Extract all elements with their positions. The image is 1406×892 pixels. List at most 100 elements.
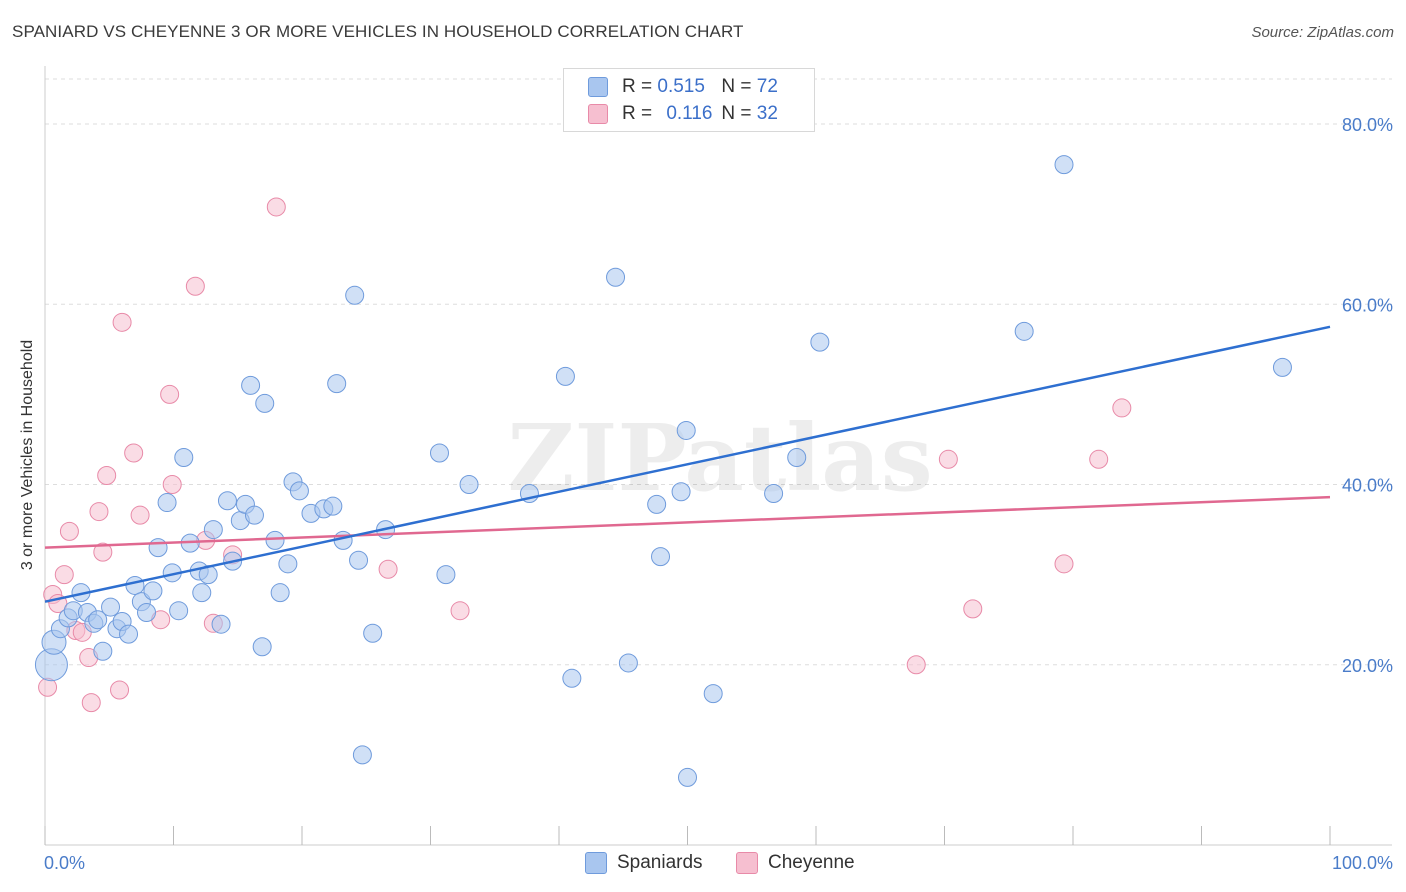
cheyenne-point [124,443,144,463]
n-value: 72 [756,76,778,97]
spaniards-point [327,374,347,394]
spaniards-point [148,538,168,558]
cheyenne-point [938,449,958,469]
legend-item-spaniards: Spaniards [585,852,703,874]
spaniards-point [270,583,290,603]
spaniards-points [34,155,1292,787]
x-tick-label: 0.0% [44,853,85,873]
cheyenne-point [450,601,470,621]
n-value: 32 [756,103,778,124]
x-tick-label: 100.0% [1332,853,1393,873]
spaniards-point [143,581,163,601]
spaniards-point [429,443,449,463]
cheyenne-point [110,680,130,700]
cheyenne-point [185,276,205,296]
source-note: Source: ZipAtlas.com [1251,24,1394,41]
spaniards-point [211,614,231,634]
cheyenne-point [1054,554,1074,574]
spaniards-point [1272,357,1292,377]
spaniards-point [647,494,667,514]
r-label: R = [622,103,653,124]
spaniards-point [241,375,261,395]
y-tick-label: 60.0% [1342,295,1393,315]
cheyenne-point [906,655,926,675]
cheyenne-point [162,475,182,495]
y-tick-labels: 20.0% 40.0% 60.0% 80.0% [1342,115,1393,676]
spaniards-point [352,745,372,765]
spaniards-point [764,484,784,504]
spaniards-point [255,393,275,413]
spaniards-point [203,520,223,540]
spaniards-point [345,285,365,305]
spaniards-point [459,475,479,495]
cheyenne-point [1112,398,1132,418]
spaniards-point [278,554,298,574]
spaniards-point [363,623,383,643]
cheyenne-point [378,559,398,579]
legend-item-cheyenne: Cheyenne [736,852,855,874]
spaniards-point [651,547,671,567]
spaniards-point [101,597,121,617]
cheyenne-point [112,312,132,332]
cheyenne-point [97,466,117,486]
spaniards-point [810,332,830,352]
spaniards-point [678,767,697,787]
spaniards-point [289,481,309,501]
cheyenne-point [54,565,74,585]
y-tick-label: 20.0% [1342,656,1393,676]
n-label: N = [721,103,752,124]
spaniards-point [137,602,157,622]
series-legend: Spaniards Cheyenne [0,852,1406,878]
cheyenne-point [81,693,101,713]
spaniards-point [217,491,237,511]
spaniards-point [244,505,264,525]
cheyenne-point [59,521,79,541]
spaniards-point [676,420,696,440]
cheyenne-point [963,599,983,619]
spaniards-point [618,653,638,673]
spaniards-point [606,267,626,287]
cheyenne-trend-line [44,495,1331,549]
spaniards-point [671,482,691,502]
chart-title: SPANIARD VS CHEYENNE 3 OR MORE VEHICLES … [12,22,744,41]
spaniards-point [1054,155,1074,175]
spaniards-point [436,565,456,585]
cheyenne-point [130,505,150,525]
spaniards-point [192,583,212,603]
spaniards-point [88,610,108,630]
spaniards-point [265,530,285,550]
spaniards-point [787,447,807,467]
spaniards-trend-line [44,325,1331,603]
n-label: N = [721,76,752,97]
y-tick-label: 80.0% [1342,115,1393,135]
stats-legend: R = 0.515 N = 72 R = 0.116 N = 32 [563,68,815,132]
x-tick-labels: 0.0% 100.0% [44,853,1393,873]
spaniards-swatch [585,852,607,874]
cheyenne-points [38,197,1132,713]
legend-row-spaniards: R = 0.515 N = 72 [588,75,778,99]
cheyenne-swatch [736,852,758,874]
cheyenne-point [266,197,286,217]
cheyenne-point [160,384,180,404]
y-tick-label: 40.0% [1342,476,1393,496]
spaniards-point [349,550,369,570]
legend-label: Spaniards [617,852,703,873]
spaniards-point [562,668,582,688]
r-value: 0.116 [666,103,713,124]
legend-label: Cheyenne [768,852,855,873]
spaniards-point [169,601,189,621]
spaniards-swatch [588,77,608,97]
cheyenne-point [93,542,113,562]
spaniards-point [323,496,343,516]
r-value: 0.515 [657,76,705,97]
legend-row-cheyenne: R = 0.116 N = 32 [588,102,778,126]
spaniards-point [93,641,113,661]
spaniards-point [119,624,139,644]
spaniards-point [252,637,272,657]
spaniards-point [555,366,575,386]
grid-lines [45,78,1392,666]
spaniards-point [703,684,723,704]
spaniards-point [157,493,177,513]
cheyenne-point [1089,449,1109,469]
